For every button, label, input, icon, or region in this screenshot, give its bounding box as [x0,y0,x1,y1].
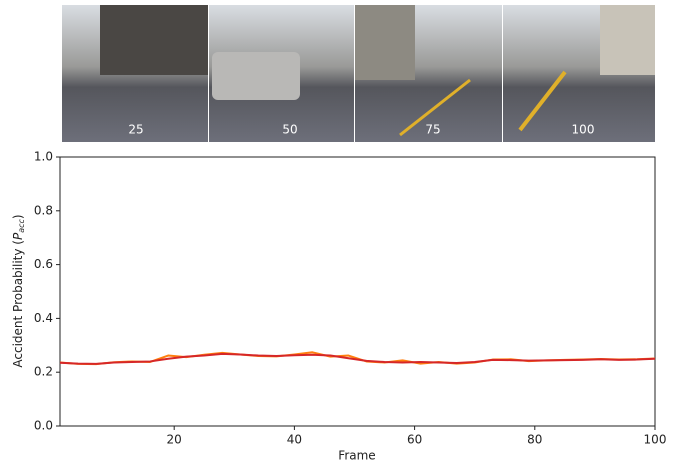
y-axis-label-close: ) [11,214,25,219]
y-axis-label-text: Accident Probability ( [11,240,25,368]
y-tick-label: 1.0 [34,150,53,164]
frame-label: 100 [572,123,595,137]
y-tick-label: 0.2 [34,365,53,379]
x-axis-label: Frame [338,449,375,463]
x-tick-label: 40 [287,433,302,447]
y-tick-label: 0.0 [34,419,53,433]
x-tick-label: 80 [527,433,542,447]
frame-label: 75 [425,123,440,137]
y-tick-label: 0.4 [34,311,53,325]
x-tick-label: 20 [167,433,182,447]
y-axis-label: Accident Probability (Pacc) [11,214,26,367]
frame-label: 25 [128,123,143,137]
frame-label: 50 [282,123,297,137]
chart: 25 50 75 100 Frame Accident Probability … [0,0,678,464]
storefront [100,5,208,75]
plot-frame [60,157,655,426]
building [355,5,415,80]
y-tick-label: 0.6 [34,257,53,271]
van [212,52,300,100]
x-tick-label: 60 [407,433,422,447]
building [600,5,655,75]
y-tick-label: 0.8 [34,203,53,217]
y-axis-label-subscript: acc [17,218,26,232]
x-tick-label: 100 [644,433,667,447]
frame-strip: 25 50 75 100 [62,5,655,142]
